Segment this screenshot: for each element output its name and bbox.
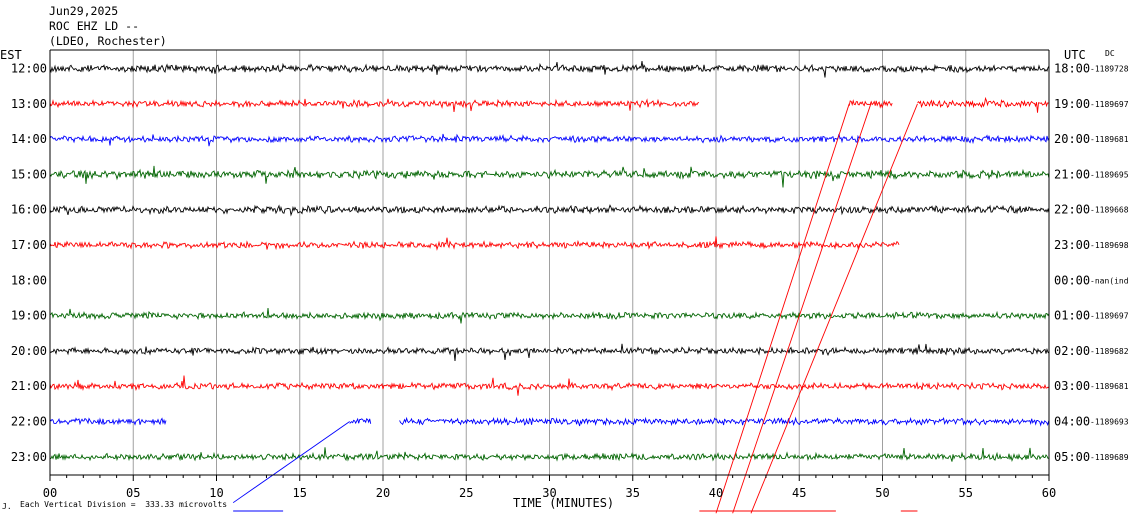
est-tick-label: 20:00	[11, 344, 47, 358]
header-network: (LDEO, Rochester)	[49, 34, 167, 48]
x-tick-label: 50	[875, 486, 889, 500]
trace-line	[49, 61, 1050, 78]
connector-line	[232, 421, 350, 504]
header-station: ROC EHZ LD --	[49, 19, 140, 33]
dc-value-label: -1189681	[1090, 135, 1129, 144]
est-tick-label: 21:00	[11, 379, 47, 393]
utc-tick-label: 02:00	[1054, 344, 1090, 358]
utc-tick-label: 20:00	[1054, 132, 1090, 146]
utc-tick-label: 22:00	[1054, 203, 1090, 217]
utc-tick-label: 19:00	[1054, 97, 1090, 111]
trace-line	[349, 417, 372, 425]
x-axis-title: TIME (MINUTES)	[513, 496, 615, 510]
dc-value-label: -1189689	[1090, 453, 1129, 462]
x-tick-label: 45	[792, 486, 806, 500]
x-tick-label: 25	[459, 486, 473, 500]
est-tick-label: 19:00	[11, 309, 47, 323]
connector-line	[750, 103, 918, 514]
est-tick-label: 14:00	[11, 132, 47, 146]
dc-label: DC	[1105, 49, 1115, 58]
x-tick-label: 10	[209, 486, 223, 500]
est-tick-label: 22:00	[11, 415, 47, 429]
est-tick-label: 17:00	[11, 238, 47, 252]
trace-line	[49, 307, 1050, 324]
trace-line	[49, 343, 1050, 361]
est-axis-label: EST	[0, 48, 22, 62]
utc-tick-label: 00:00	[1054, 273, 1090, 287]
est-tick-label: 12:00	[11, 62, 47, 76]
x-tick-label: 00	[43, 486, 57, 500]
dc-value-label: -1189697	[1090, 312, 1129, 321]
trace-line	[49, 375, 1050, 396]
utc-axis-label: UTC	[1064, 48, 1086, 62]
x-tick-label: 55	[959, 486, 973, 500]
utc-tick-label: 03:00	[1054, 379, 1090, 393]
trace-line	[399, 416, 1050, 427]
trace-line	[49, 98, 700, 112]
dc-value-label: -1189698	[1090, 241, 1129, 250]
connector-line	[732, 103, 872, 514]
corner-mark: J.	[2, 502, 12, 511]
utc-tick-label: 04:00	[1054, 415, 1090, 429]
dc-value-label: -1189728	[1090, 65, 1129, 74]
est-tick-label: 15:00	[11, 167, 47, 181]
trace-line	[49, 204, 1050, 217]
trace-line	[49, 165, 1050, 188]
utc-tick-label: 05:00	[1054, 450, 1090, 464]
dc-value-label: -nan(ind	[1090, 276, 1129, 285]
dc-value-label: -1189695	[1090, 170, 1129, 179]
trace-line	[49, 236, 900, 251]
trace-line	[49, 447, 1050, 462]
x-tick-label: 40	[709, 486, 723, 500]
vertical-division-note: Each Vertical Division = 333.33 microvol…	[20, 500, 228, 509]
trace-line	[917, 96, 1049, 113]
dc-value-label: -1189682	[1090, 347, 1129, 356]
trace-line	[49, 133, 1050, 147]
trace-line	[848, 99, 893, 109]
header-date: Jun29,2025	[49, 4, 119, 18]
est-tick-label: 16:00	[11, 203, 47, 217]
dc-value-label: -1189693	[1090, 418, 1129, 427]
est-tick-label: 23:00	[11, 450, 47, 464]
dc-value-label: -1189681	[1090, 382, 1129, 391]
trace-line	[49, 417, 167, 426]
x-tick-label: 20	[376, 486, 390, 500]
dc-value-label: -1189668	[1090, 206, 1129, 215]
x-tick-label: 30	[542, 486, 556, 500]
utc-tick-label: 21:00	[1054, 167, 1090, 181]
x-tick-label: 15	[293, 486, 307, 500]
est-tick-label: 18:00	[11, 273, 47, 287]
x-tick-label: 35	[626, 486, 640, 500]
utc-tick-label: 01:00	[1054, 309, 1090, 323]
x-tick-label: 60	[1042, 486, 1056, 500]
dc-value-label: -1189697	[1090, 100, 1129, 109]
utc-tick-label: 18:00	[1054, 62, 1090, 76]
utc-tick-label: 23:00	[1054, 238, 1090, 252]
est-tick-label: 13:00	[11, 97, 47, 111]
connector-line	[715, 103, 850, 514]
x-tick-label: 05	[126, 486, 140, 500]
